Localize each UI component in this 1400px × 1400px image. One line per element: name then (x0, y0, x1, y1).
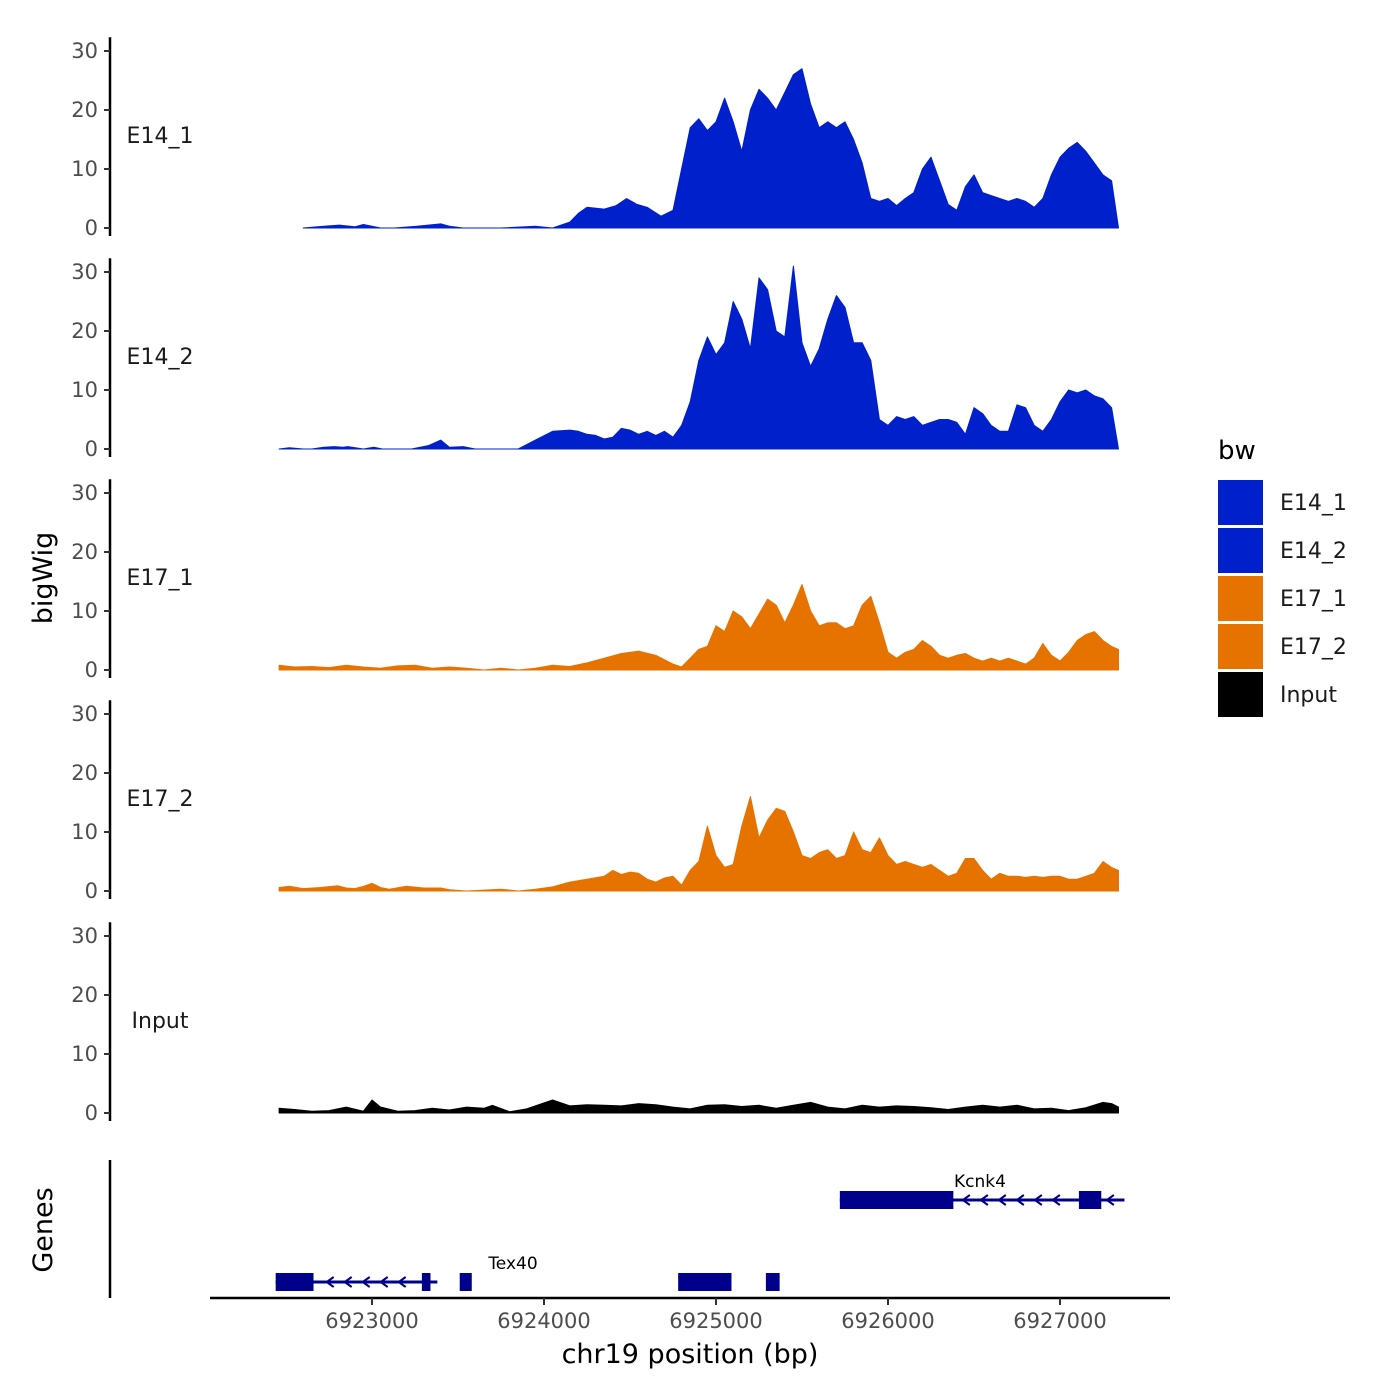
strand-arrow (378, 1276, 389, 1288)
x-tick-label: 6927000 (1013, 1309, 1107, 1333)
legend-swatch (1218, 480, 1263, 525)
legend-label: E14_1 (1280, 491, 1347, 516)
legend-swatch (1218, 672, 1263, 717)
y-tick-label: 10 (71, 599, 98, 623)
track-label: E14_2 (127, 345, 194, 370)
y-tick-label: 30 (71, 39, 98, 63)
gene-kcnk4: Kcnk4 (839, 1172, 1125, 1209)
x-tick-label: 6924000 (497, 1309, 591, 1333)
track-label: E17_2 (127, 787, 194, 812)
legend-swatch (1218, 576, 1263, 621)
x-axis: 6923000 6924000 6925000 6926000 6927000 (210, 1296, 1170, 1333)
genes-panel-title: Genes (28, 1187, 59, 1272)
gene-label: Tex40 (487, 1254, 537, 1274)
strand-arrow (1015, 1194, 1025, 1206)
y-tick-label: 0 (85, 879, 98, 903)
legend-item-input: Input (1218, 672, 1337, 717)
strand-arrow (360, 1276, 371, 1288)
y-tick-label: 10 (71, 820, 98, 844)
legend-swatch (1218, 624, 1263, 669)
y-tick-label: 0 (85, 216, 98, 240)
strand-arrow (961, 1194, 971, 1206)
x-axis-title: chr19 position (bp) (562, 1339, 819, 1370)
coverage-area-e14-2 (278, 265, 1119, 450)
strand-arrow (342, 1276, 353, 1288)
coverage-area-e17-1 (278, 584, 1119, 671)
strand-arrow (1051, 1194, 1061, 1206)
track-panels: 0 10 20 30 E14_1 0 10 20 30 E14_2 0 10 20 30 E17_1 0 10 2… (71, 37, 1119, 1125)
track-label: E17_1 (127, 566, 194, 591)
y-tick-label: 20 (71, 319, 98, 343)
exon (765, 1273, 780, 1291)
gene-panel: Tex40 Kcnk4 (108, 1160, 1125, 1298)
y-tick-label: 0 (85, 1101, 98, 1125)
y-tick-label: 10 (71, 378, 98, 402)
track-e17-1: 0 10 20 30 E17_1 (71, 479, 1119, 682)
coverage-area-input (278, 1099, 1119, 1114)
legend-label: E17_2 (1280, 635, 1347, 660)
strand-arrow (997, 1194, 1007, 1206)
legend-title: bw (1218, 436, 1256, 466)
y-tick-label: 0 (85, 437, 98, 461)
y-tick-label: 20 (71, 540, 98, 564)
legend-label: Input (1280, 683, 1337, 708)
track-e14-1: 0 10 20 30 E14_1 (71, 37, 1119, 240)
exon (678, 1273, 732, 1291)
x-tick-label: 6925000 (669, 1309, 763, 1333)
gene-label: Kcnk4 (954, 1172, 1006, 1192)
track-input: 0 10 20 30 Input (71, 922, 1119, 1125)
track-label: Input (132, 1009, 189, 1034)
strand-arrow (1033, 1194, 1043, 1206)
y-tick-label: 20 (71, 761, 98, 785)
strand-arrow (1105, 1194, 1115, 1206)
y-tick-label: 10 (71, 157, 98, 181)
coverage-area-e17-2 (278, 796, 1119, 892)
exon (275, 1273, 314, 1291)
track-e14-2: 0 10 20 30 E14_2 (71, 258, 1119, 461)
track-label: E14_1 (127, 124, 194, 149)
y-tick-label: 10 (71, 1042, 98, 1066)
legend-item-e14-2: E14_2 (1218, 528, 1347, 573)
y-tick-label: 30 (71, 260, 98, 284)
legend-item-e17-2: E17_2 (1218, 624, 1347, 669)
x-tick-label: 6923000 (325, 1309, 419, 1333)
gene-tex40: Tex40 (275, 1254, 780, 1291)
legend-item-e17-1: E17_1 (1218, 576, 1347, 621)
strand-arrow (979, 1194, 989, 1206)
track-e17-2: 0 10 20 30 E17_2 (71, 700, 1119, 903)
legend-label: E17_1 (1280, 587, 1347, 612)
x-tick-label: 6926000 (841, 1309, 935, 1333)
legend-label: E14_2 (1280, 539, 1347, 564)
legend-swatch (1218, 528, 1263, 573)
exon (459, 1273, 472, 1291)
strand-arrow (396, 1276, 407, 1288)
y-tick-label: 30 (71, 924, 98, 948)
y-tick-label: 20 (71, 983, 98, 1007)
exon (839, 1191, 954, 1209)
coverage-area-e14-1 (302, 68, 1119, 229)
y-tick-label: 30 (71, 481, 98, 505)
exon (421, 1273, 431, 1291)
exon (1078, 1191, 1102, 1209)
strand-arrow (324, 1276, 335, 1288)
y-tick-label: 20 (71, 98, 98, 122)
y-tick-label: 0 (85, 658, 98, 682)
legend-item-e14-1: E14_1 (1218, 480, 1347, 525)
y-axis-title: bigWig (28, 532, 59, 625)
y-tick-label: 30 (71, 702, 98, 726)
legend: E14_1 E14_2 E17_1 E17_2 Input (1218, 480, 1347, 717)
